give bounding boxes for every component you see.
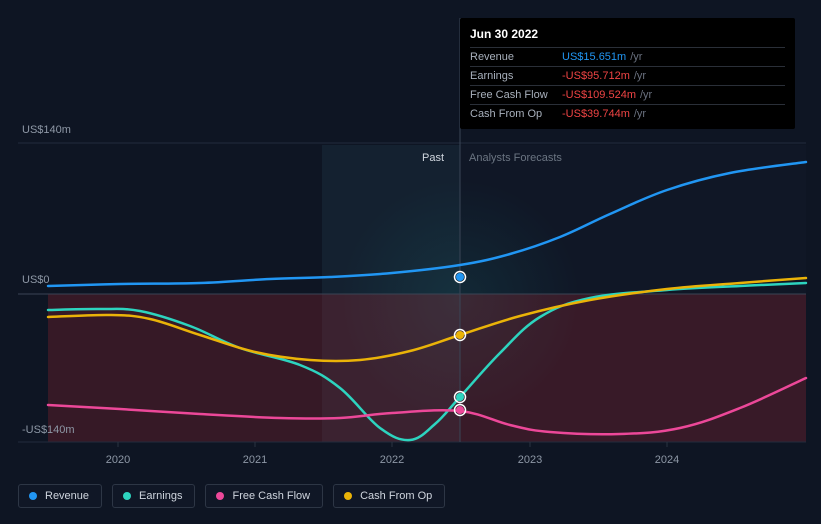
legend-item-cfo[interactable]: Cash From Op xyxy=(333,484,445,508)
tooltip-row: Free Cash Flow -US$109.524m /yr xyxy=(470,85,785,104)
tooltip-row: Cash From Op -US$39.744m /yr xyxy=(470,104,785,123)
legend-dot-icon xyxy=(216,492,224,500)
tooltip-label: Earnings xyxy=(470,70,562,82)
tooltip-row: Earnings -US$95.712m /yr xyxy=(470,66,785,85)
tooltip-unit: /yr xyxy=(634,70,646,82)
tooltip-label: Revenue xyxy=(470,51,562,63)
x-tick: 2023 xyxy=(518,454,542,466)
tooltip-value: -US$95.712m xyxy=(562,70,630,82)
tooltip-unit: /yr xyxy=(640,89,652,101)
y-tick-max: US$140m xyxy=(22,124,71,136)
chart-tooltip: Jun 30 2022 Revenue US$15.651m /yr Earni… xyxy=(460,18,795,129)
legend-dot-icon xyxy=(29,492,37,500)
legend-label: Cash From Op xyxy=(360,490,432,502)
x-tick: 2020 xyxy=(106,454,130,466)
x-tick: 2021 xyxy=(243,454,267,466)
legend-label: Revenue xyxy=(45,490,89,502)
tooltip-value: -US$39.744m xyxy=(562,108,630,120)
tooltip-label: Cash From Op xyxy=(470,108,562,120)
tooltip-unit: /yr xyxy=(634,108,646,120)
tooltip-unit: /yr xyxy=(630,51,642,63)
tooltip-label: Free Cash Flow xyxy=(470,89,562,101)
tooltip-value: -US$109.524m xyxy=(562,89,636,101)
past-label: Past xyxy=(422,152,444,164)
financial-chart: US$140m US$0 -US$140m Past Analysts Fore… xyxy=(0,0,821,524)
tooltip-row: Revenue US$15.651m /yr xyxy=(470,47,785,66)
x-tick: 2022 xyxy=(380,454,404,466)
legend-item-fcf[interactable]: Free Cash Flow xyxy=(205,484,323,508)
x-tick: 2024 xyxy=(655,454,679,466)
legend-dot-icon xyxy=(123,492,131,500)
legend-item-earnings[interactable]: Earnings xyxy=(112,484,195,508)
forecast-label: Analysts Forecasts xyxy=(469,152,562,164)
legend-item-revenue[interactable]: Revenue xyxy=(18,484,102,508)
legend-label: Free Cash Flow xyxy=(232,490,310,502)
y-tick-min: -US$140m xyxy=(22,424,75,436)
legend-dot-icon xyxy=(344,492,352,500)
legend-label: Earnings xyxy=(139,490,182,502)
tooltip-title: Jun 30 2022 xyxy=(470,24,785,47)
tooltip-value: US$15.651m xyxy=(562,51,626,63)
chart-legend: Revenue Earnings Free Cash Flow Cash Fro… xyxy=(18,484,445,508)
y-tick-zero: US$0 xyxy=(22,274,50,286)
